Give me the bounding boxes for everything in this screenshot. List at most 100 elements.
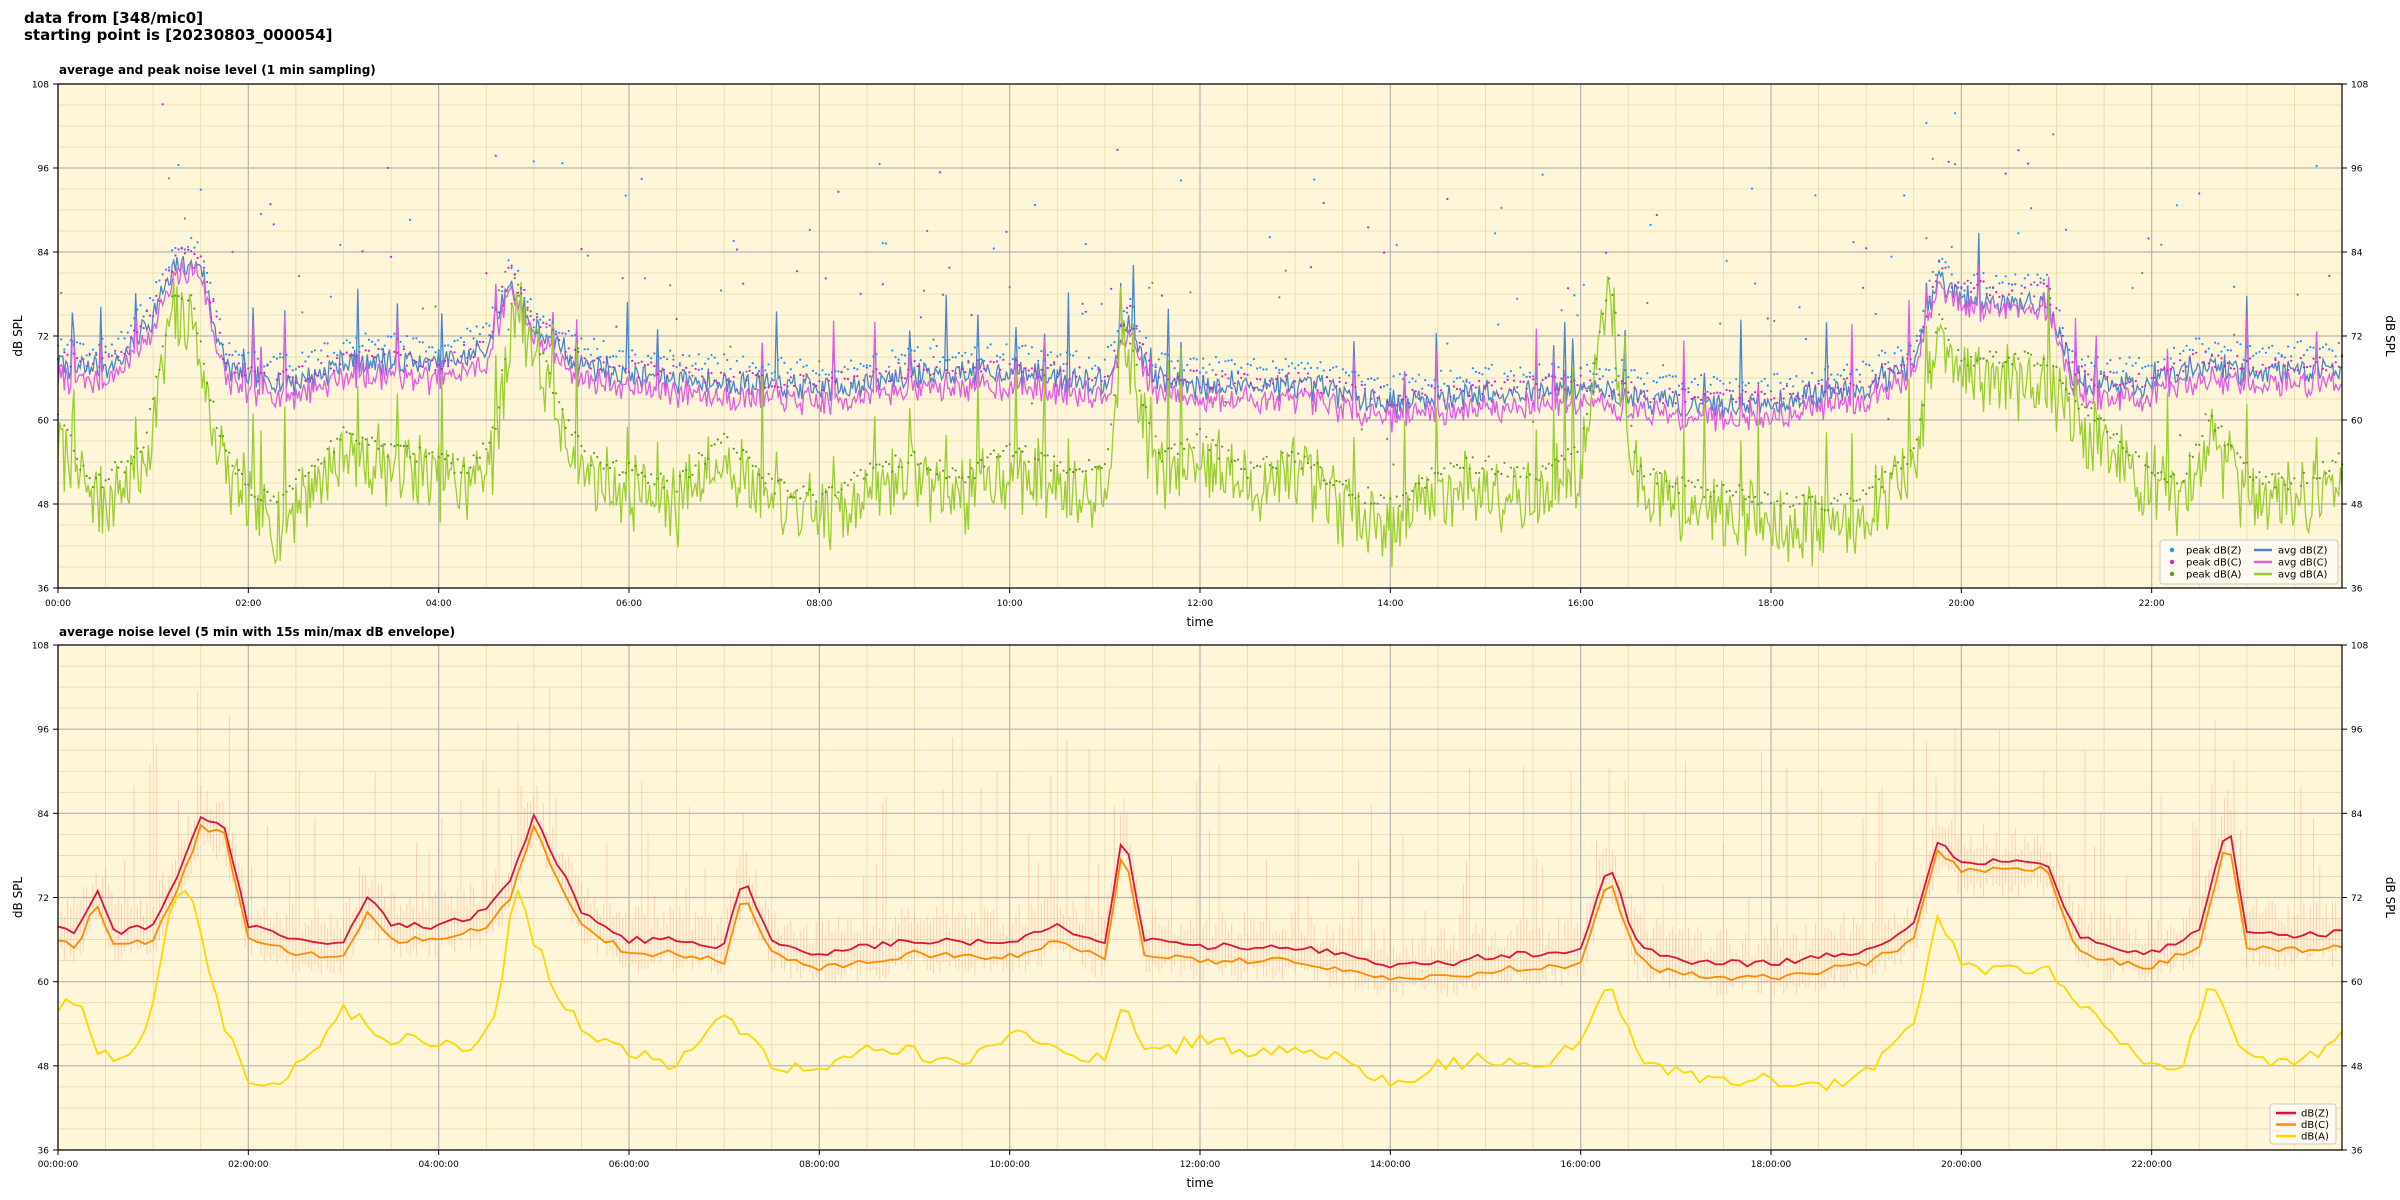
- peak-point: [1132, 327, 1135, 330]
- peak-point: [608, 466, 612, 470]
- peak-point: [840, 370, 843, 373]
- peak-point: [669, 284, 672, 287]
- peak-point: [199, 255, 202, 258]
- peak-point: [605, 357, 608, 360]
- peak-point: [1129, 304, 1132, 308]
- peak-point: [2004, 275, 2007, 278]
- peak-point: [1719, 379, 1722, 382]
- peak-point: [1731, 494, 1734, 497]
- peak-point: [653, 365, 656, 368]
- peak-point: [288, 365, 291, 368]
- peak-point: [1563, 373, 1566, 377]
- peak-point: [2150, 364, 2153, 367]
- peak-point: [1033, 457, 1037, 460]
- peak-point: [1909, 344, 1912, 347]
- peak-point: [615, 459, 618, 462]
- peak-point: [1249, 461, 1252, 464]
- peak-point: [964, 371, 967, 374]
- peak-point: [1113, 394, 1116, 397]
- peak-point: [2280, 476, 2283, 479]
- peak-point: [1459, 466, 1462, 469]
- peak-point: [1122, 322, 1125, 325]
- peak-point: [462, 464, 466, 468]
- peak-point: [1325, 376, 1328, 379]
- peak-point: [1541, 173, 1544, 176]
- peak-point: [1769, 502, 1773, 505]
- peak-point: [710, 353, 713, 357]
- peak-point: [1363, 501, 1367, 505]
- peak-point: [1145, 406, 1148, 409]
- peak-point: [1094, 376, 1097, 379]
- peak-point: [190, 294, 193, 297]
- peak-point: [1541, 379, 1544, 382]
- peak-point: [2328, 274, 2331, 277]
- peak-point: [63, 348, 66, 351]
- peak-point: [1145, 352, 1148, 355]
- peak-point: [2011, 363, 2014, 366]
- peak-point: [1370, 502, 1373, 505]
- peak-point: [1519, 366, 1522, 369]
- peak-point: [624, 194, 627, 197]
- peak-point: [1728, 389, 1731, 392]
- peak-point: [218, 318, 221, 321]
- peak-point: [101, 337, 104, 340]
- peak-point: [532, 318, 535, 321]
- peak-point: [129, 324, 133, 327]
- peak-point: [1278, 368, 1281, 371]
- peak-point: [834, 494, 837, 497]
- peak-point: [843, 481, 846, 484]
- peak-point: [275, 501, 278, 504]
- peak-point: [101, 357, 104, 360]
- peak-point: [2214, 365, 2217, 369]
- peak-point: [1164, 353, 1167, 356]
- peak-point: [1696, 396, 1700, 399]
- peak-point: [2312, 357, 2315, 360]
- peak-point: [1135, 325, 1138, 328]
- peak-point: [1639, 464, 1642, 467]
- peak-point: [440, 367, 443, 370]
- peak-point: [202, 260, 205, 263]
- peak-point: [1449, 395, 1452, 398]
- peak-point: [1611, 293, 1614, 297]
- peak-point: [1481, 467, 1484, 470]
- peak-point: [1211, 438, 1214, 442]
- peak-point: [2045, 285, 2049, 288]
- peak-point: [1493, 232, 1497, 235]
- peak-point: [1779, 381, 1782, 384]
- peak-point: [1906, 352, 1909, 356]
- peak-point: [1091, 367, 1094, 370]
- peak-point: [2052, 365, 2055, 368]
- peak-point: [1998, 361, 2001, 364]
- peak-point: [1639, 392, 1642, 395]
- peak-point: [1021, 450, 1024, 453]
- peak-point: [596, 347, 599, 350]
- peak-point: [2267, 481, 2271, 484]
- peak-point: [212, 297, 215, 301]
- peak-point: [450, 462, 453, 465]
- peak-point: [2217, 354, 2220, 357]
- peak-point: [174, 294, 177, 297]
- peak-point: [1103, 375, 1106, 378]
- peak-point: [1493, 473, 1497, 476]
- peak-point: [256, 498, 259, 501]
- peak-point: [903, 362, 907, 365]
- peak-point: [1858, 380, 1861, 383]
- peak-point: [659, 472, 662, 475]
- peak-point: [1858, 498, 1861, 501]
- peak-point: [482, 326, 485, 329]
- peak-point: [1068, 468, 1071, 471]
- peak-point: [1960, 287, 1963, 290]
- peak-point: [1322, 479, 1325, 482]
- peak-point: [1484, 366, 1487, 369]
- peak-point: [1871, 485, 1874, 489]
- peak-point: [133, 329, 136, 332]
- peak-point: [1649, 473, 1652, 476]
- peak-point: [332, 369, 336, 372]
- peak-point: [2096, 417, 2099, 420]
- peak-point: [345, 339, 348, 342]
- peak-point: [386, 455, 389, 458]
- peak-point: [2125, 382, 2128, 385]
- peak-point: [2128, 454, 2131, 457]
- peak-point: [1668, 387, 1671, 390]
- peak-point: [393, 332, 396, 335]
